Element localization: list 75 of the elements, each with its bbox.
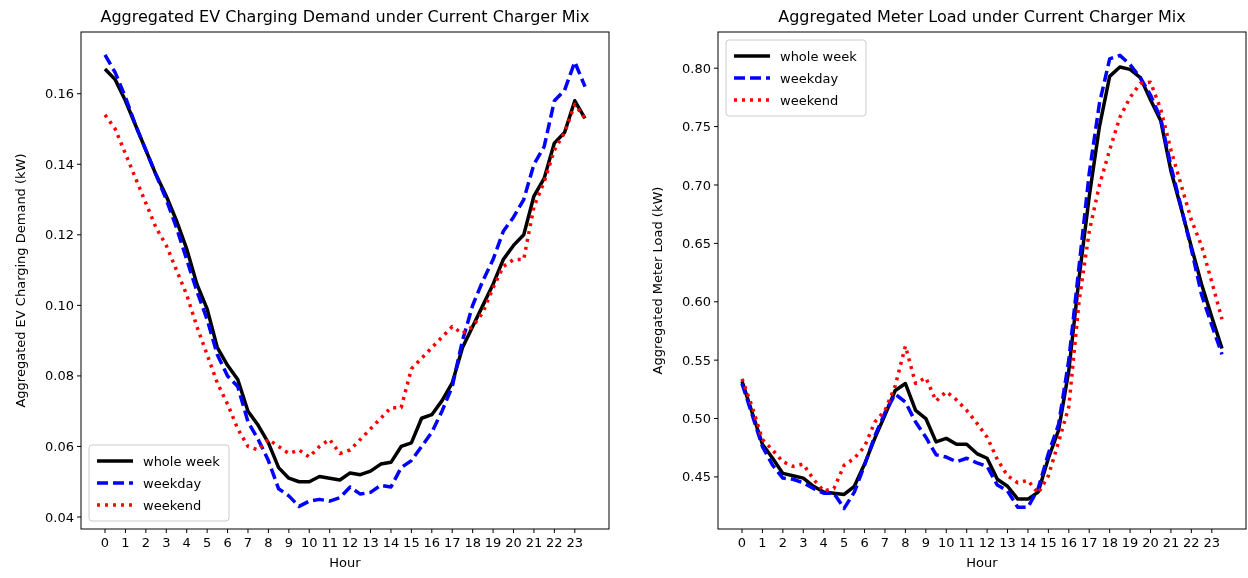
legend-label: weekend <box>143 497 202 513</box>
y-axis-title: Aggregated Meter Load (kW) <box>650 186 665 375</box>
y-tick-label: 0.50 <box>682 411 711 427</box>
y-tick-label: 0.55 <box>682 352 711 368</box>
x-tick-label: 6 <box>860 535 869 550</box>
x-axis-title: Hour <box>329 555 362 570</box>
y-tick-label: 0.80 <box>682 60 711 76</box>
x-tick-label: 16 <box>1060 535 1078 550</box>
legend-label: weekday <box>780 70 839 86</box>
x-tick-label: 1 <box>758 535 767 550</box>
y-tick-label: 0.08 <box>45 368 74 384</box>
x-tick-label: 9 <box>921 535 930 550</box>
legend-label: whole week <box>780 48 858 64</box>
x-tick-label: 4 <box>819 535 828 550</box>
x-tick-label: 19 <box>1121 535 1139 550</box>
y-tick-label: 0.65 <box>682 235 711 251</box>
x-tick-label: 14 <box>382 535 400 550</box>
x-tick-label: 13 <box>362 535 379 550</box>
x-tick-label: 0 <box>100 535 110 550</box>
y-tick-label: 0.04 <box>45 509 74 525</box>
x-tick-label: 21 <box>525 535 543 550</box>
x-tick-label: 23 <box>1203 535 1221 550</box>
x-tick-label: 12 <box>341 535 359 550</box>
x-tick-label: 0 <box>737 535 747 550</box>
x-tick-label: 8 <box>901 535 910 550</box>
x-tick-label: 15 <box>403 535 420 550</box>
x-tick-label: 22 <box>546 535 563 550</box>
x-tick-label: 3 <box>162 535 171 550</box>
legend-label: weekend <box>780 92 839 108</box>
x-tick-label: 21 <box>1162 535 1180 550</box>
x-tick-label: 14 <box>1019 535 1037 550</box>
x-tick-label: 18 <box>464 535 481 550</box>
chart-title: Aggregated Meter Load under Current Charger Mix <box>778 7 1186 26</box>
y-axis-title: Aggregated EV Charging Demand (kW) <box>13 153 28 408</box>
x-tick-label: 11 <box>321 535 338 550</box>
y-tick-label: 0.10 <box>45 297 74 313</box>
x-tick-label: 20 <box>1142 535 1159 550</box>
x-tick-label: 2 <box>778 535 787 550</box>
x-tick-label: 3 <box>799 535 808 550</box>
y-tick-label: 0.12 <box>45 227 74 243</box>
x-tick-label: 13 <box>999 535 1016 550</box>
y-tick-label: 0.16 <box>45 86 74 102</box>
y-tick-label: 0.06 <box>45 439 74 455</box>
x-axis-title: Hour <box>966 555 999 570</box>
x-tick-label: 10 <box>937 535 955 550</box>
x-tick-label: 17 <box>443 535 461 550</box>
x-tick-label: 8 <box>264 535 273 550</box>
x-tick-label: 20 <box>505 535 522 550</box>
legend-label: whole week <box>143 453 221 469</box>
x-tick-label: 19 <box>484 535 502 550</box>
legend-label: weekday <box>143 475 202 491</box>
x-tick-label: 18 <box>1101 535 1118 550</box>
x-tick-label: 7 <box>243 535 253 550</box>
x-tick-label: 7 <box>880 535 890 550</box>
x-tick-label: 15 <box>1040 535 1057 550</box>
x-tick-label: 23 <box>566 535 584 550</box>
x-tick-label: 17 <box>1080 535 1098 550</box>
x-tick-label: 5 <box>202 535 212 550</box>
x-tick-label: 22 <box>1183 535 1200 550</box>
x-tick-label: 10 <box>300 535 318 550</box>
y-tick-label: 0.60 <box>682 294 711 310</box>
x-tick-label: 16 <box>423 535 441 550</box>
chart-title: Aggregated EV Charging Demand under Current Charger Mix <box>100 7 590 26</box>
y-tick-label: 0.75 <box>682 119 711 135</box>
x-tick-label: 6 <box>223 535 232 550</box>
x-tick-label: 4 <box>182 535 191 550</box>
x-tick-label: 2 <box>141 535 150 550</box>
x-tick-label: 12 <box>978 535 996 550</box>
x-tick-label: 11 <box>958 535 975 550</box>
x-tick-label: 9 <box>284 535 293 550</box>
y-tick-label: 0.45 <box>682 469 711 485</box>
y-tick-label: 0.14 <box>45 156 74 172</box>
x-tick-label: 5 <box>839 535 849 550</box>
x-tick-label: 1 <box>121 535 130 550</box>
y-tick-label: 0.70 <box>682 177 711 193</box>
